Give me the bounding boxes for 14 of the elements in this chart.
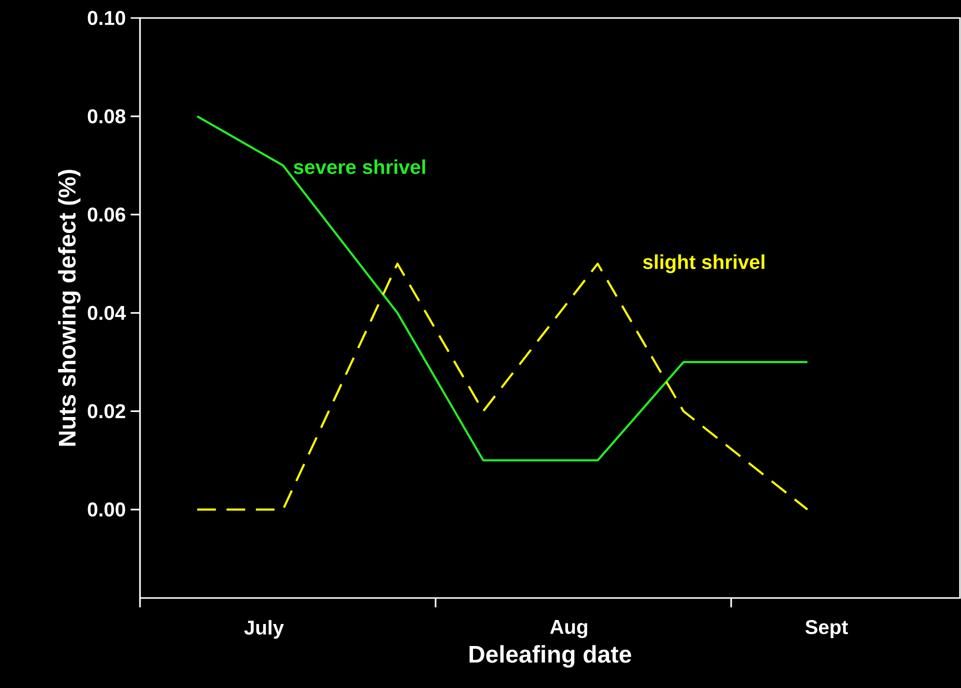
y-tick-label: 0.00 — [88, 502, 126, 517]
x-tick-label: Sept — [805, 620, 848, 638]
x-tick-label: July — [244, 620, 284, 639]
x-axis-title: Deleafing date — [470, 645, 632, 668]
y-tick-label: 0.08 — [88, 109, 126, 124]
line-series — [196, 115, 808, 462]
y-tick-label: 0.02 — [88, 404, 126, 418]
y-tick-label: 0.06 — [88, 208, 126, 222]
y-tick-label: 0.04 — [88, 306, 126, 320]
y-tick-label: 0.10 — [88, 10, 126, 26]
y-axis-title: Nuts showing defect (%) — [58, 170, 81, 446]
x-tick-label: Aug — [550, 620, 588, 638]
series-label: severe shrivel — [294, 159, 426, 174]
series-label: slight shrivel — [643, 254, 764, 274]
